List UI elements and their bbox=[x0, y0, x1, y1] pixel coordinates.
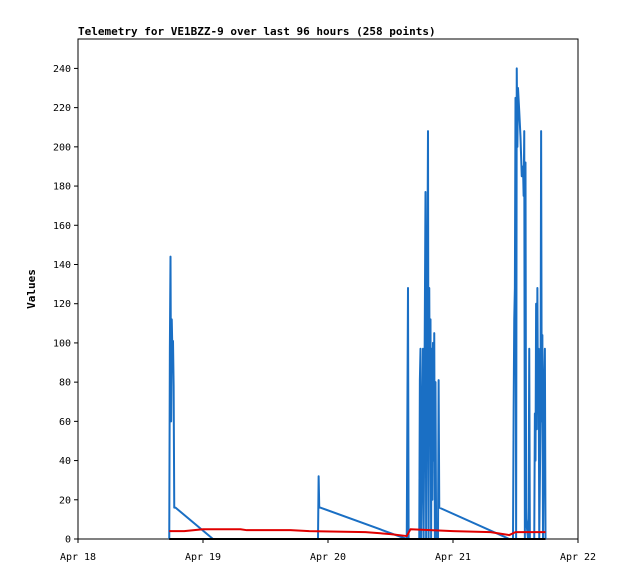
y-tick-label: 180 bbox=[53, 182, 71, 193]
y-tick-label: 160 bbox=[53, 221, 71, 232]
y-tick-label: 240 bbox=[53, 64, 71, 75]
x-axis: Apr 18 Apr 19 Apr 20 Apr 21 Apr 22 bbox=[60, 539, 596, 563]
x-tick-label: Apr 22 bbox=[560, 552, 596, 563]
x-tick-label: Apr 19 bbox=[185, 552, 221, 563]
y-tick-label: 40 bbox=[59, 456, 71, 467]
y-tick-label: 140 bbox=[53, 260, 71, 271]
y-tick-label: 0 bbox=[65, 535, 71, 546]
x-tick-label: Apr 20 bbox=[310, 552, 346, 563]
y-axis: 0 20 40 60 80 100 120 140 160 180 200 220 240 bbox=[53, 64, 78, 546]
y-tick-label: 60 bbox=[59, 417, 71, 428]
series-line-1 bbox=[169, 528, 546, 538]
y-tick-label: 20 bbox=[59, 495, 71, 506]
series-layer bbox=[168, 67, 547, 540]
y-axis-label: Values bbox=[25, 269, 38, 309]
y-tick-label: 220 bbox=[53, 103, 71, 114]
y-tick-label: 200 bbox=[53, 142, 71, 153]
y-tick-label: 120 bbox=[53, 299, 71, 310]
x-tick-label: Apr 21 bbox=[435, 552, 471, 563]
x-tick-label: Apr 18 bbox=[60, 552, 96, 563]
chart-title: Telemetry for VE1BZZ-9 over last 96 hour… bbox=[78, 25, 436, 38]
y-tick-label: 100 bbox=[53, 338, 71, 349]
y-tick-label: 80 bbox=[59, 378, 71, 389]
plot-area-frame bbox=[77, 38, 579, 540]
series-line-0 bbox=[168, 67, 547, 540]
